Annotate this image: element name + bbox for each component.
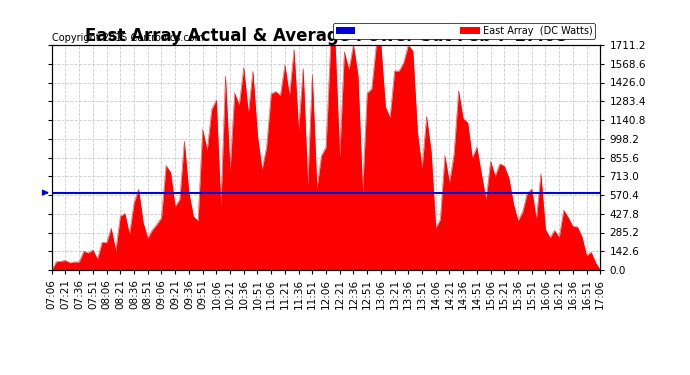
Title: East Array Actual & Average Power Sat Feb 7 17:08: East Array Actual & Average Power Sat Fe… bbox=[85, 27, 567, 45]
Legend: Average  (DC Watts), East Array  (DC Watts): Average (DC Watts), East Array (DC Watts… bbox=[333, 23, 595, 39]
Text: Copyright 2015 Cartronics.com: Copyright 2015 Cartronics.com bbox=[52, 33, 204, 43]
